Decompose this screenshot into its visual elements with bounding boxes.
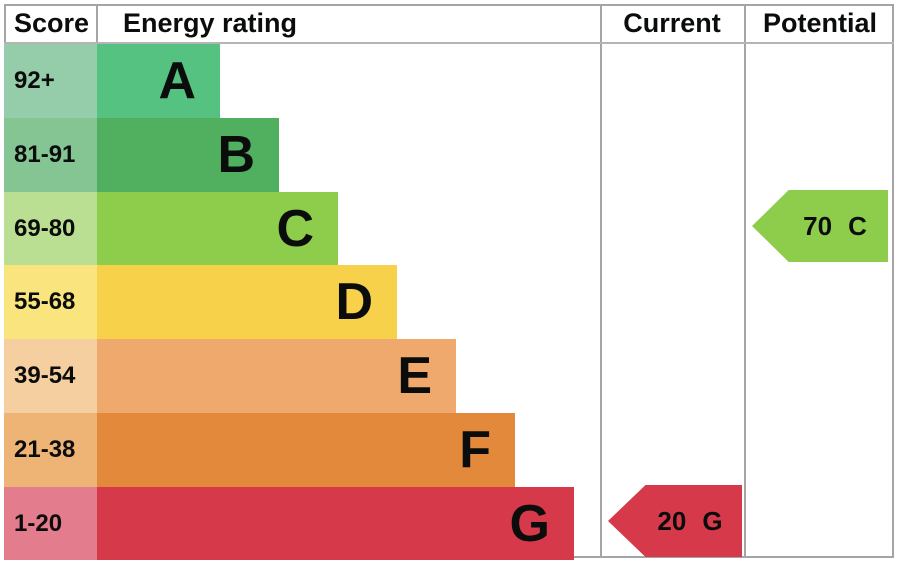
rating-bar-a: A	[97, 44, 220, 118]
band-row-f: 21-38 F	[4, 413, 596, 487]
score-column-header: Score	[14, 7, 90, 38]
rating-bar-b: B	[97, 118, 279, 192]
band-row-d: 55-68 D	[4, 265, 596, 339]
rating-bar-g: G	[97, 487, 574, 560]
potential-score-value: 70	[803, 210, 833, 241]
energy-rating-column-header: Energy rating	[123, 7, 298, 38]
current-column-header: Current	[623, 7, 721, 38]
band-letter-d: D	[335, 273, 373, 331]
band-row-e: 39-54 E	[4, 339, 596, 413]
band-row-a: 92+ A	[4, 44, 596, 118]
score-range-b: 81-91	[4, 118, 97, 192]
band-letter-c: C	[276, 199, 314, 258]
current-band-letter: G	[702, 505, 723, 536]
score-range-e: 39-54	[4, 339, 97, 413]
potential-column-header: Potential	[762, 7, 877, 38]
header-underline	[4, 42, 894, 44]
potential-band-letter: C	[848, 210, 867, 241]
score-column-divider	[96, 4, 98, 44]
band-letter-e: E	[397, 347, 432, 405]
score-range-d: 55-68	[4, 265, 97, 339]
potential-column-divider	[744, 4, 746, 558]
band-letter-g: G	[509, 494, 550, 553]
current-column-divider	[600, 4, 602, 558]
score-range-a: 92+	[4, 44, 97, 118]
rating-bar-e: E	[97, 339, 456, 413]
rating-bar-d: D	[97, 265, 397, 339]
band-row-g: 1-20 G	[4, 487, 596, 560]
band-letter-b: B	[217, 126, 255, 184]
band-letter-a: A	[158, 52, 196, 110]
score-range-c: 69-80	[4, 192, 97, 265]
current-score-value: 20	[657, 505, 687, 536]
rating-bar-f: F	[97, 413, 515, 487]
band-row-c: 69-80 C	[4, 192, 596, 265]
score-range-g: 1-20	[4, 487, 97, 560]
rating-bar-c: C	[97, 192, 338, 265]
score-range-f: 21-38	[4, 413, 97, 487]
band-row-b: 81-91 B	[4, 118, 596, 192]
band-letter-f: F	[459, 421, 491, 479]
